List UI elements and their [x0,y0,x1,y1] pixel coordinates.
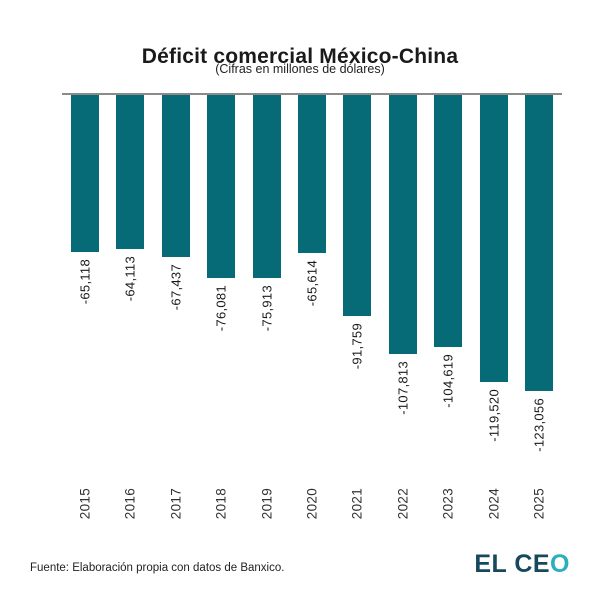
bar-group-2020: -65,614 2020 [289,95,334,535]
bar-group-2022: -107,813 2022 [380,95,425,535]
x-axis-label-2021: 2021 [349,488,365,520]
value-label-2018: -76,081 [213,285,229,332]
bar-2021 [343,95,372,316]
x-axis-label-2017: 2017 [168,488,184,520]
bar-group-2018: -76,081 2018 [198,95,243,535]
bar-2019 [252,95,281,278]
bar-group-2019: -75,913 2019 [244,95,289,535]
value-label-2021: -91,759 [349,323,365,370]
value-label-2024: -119,520 [486,389,502,442]
x-axis-label-2019: 2019 [259,488,275,520]
bar-group-2015: -65,118 2015 [62,95,107,535]
bar-2020 [297,95,326,253]
value-label-2019: -75,913 [259,285,275,332]
bar-2018 [207,95,236,278]
bar-2016 [116,95,145,249]
bar-group-2023: -104,619 2023 [426,95,471,535]
value-label-2015: -65,118 [77,259,93,305]
value-label-2020: -65,614 [304,260,320,307]
bar-group-2016: -64,113 2016 [107,95,152,535]
elceo-logo: EL CEO [474,550,570,579]
x-axis-label-2025: 2025 [531,488,547,520]
value-label-2025: -123,056 [531,398,547,452]
bar-2024 [479,95,508,382]
bar-group-2021: -91,759 2021 [335,95,380,535]
x-axis-label-2023: 2023 [440,488,456,520]
bar-2017 [161,95,190,257]
x-axis-label-2016: 2016 [122,488,138,520]
zero-baseline [62,93,562,95]
elceo-logo-accent-part: O [550,550,570,578]
bar-chart: -65,118 2015 -64,113 2016 -67,437 2017 -76,081… [62,93,562,535]
bar-2022 [388,95,417,354]
bar-2025 [525,95,554,391]
elceo-logo-dark-part: EL CE [474,550,551,578]
x-axis-label-2024: 2024 [486,488,502,520]
value-label-2017: -67,437 [168,264,184,311]
value-label-2022: -107,813 [395,361,411,415]
bar-group-2017: -67,437 2017 [153,95,198,535]
bar-group-2025: -123,056 2025 [517,95,562,535]
chart-title: Déficit comercial México-China [141,45,459,69]
bar-2023 [434,95,463,347]
value-label-2016: -64,113 [122,256,138,302]
value-label-2023: -104,619 [440,354,456,408]
x-axis-label-2022: 2022 [395,488,411,520]
source-note: Fuente: Elaboración propia con datos de … [30,562,285,574]
bar-group-2024: -119,520 2024 [471,95,516,535]
x-axis-label-2020: 2020 [304,488,320,520]
x-axis-label-2015: 2015 [77,488,93,520]
x-axis-label-2018: 2018 [213,488,229,520]
chart-subtitle: (Cifras en millones de dólares) [215,62,385,76]
bar-2015 [70,95,99,252]
